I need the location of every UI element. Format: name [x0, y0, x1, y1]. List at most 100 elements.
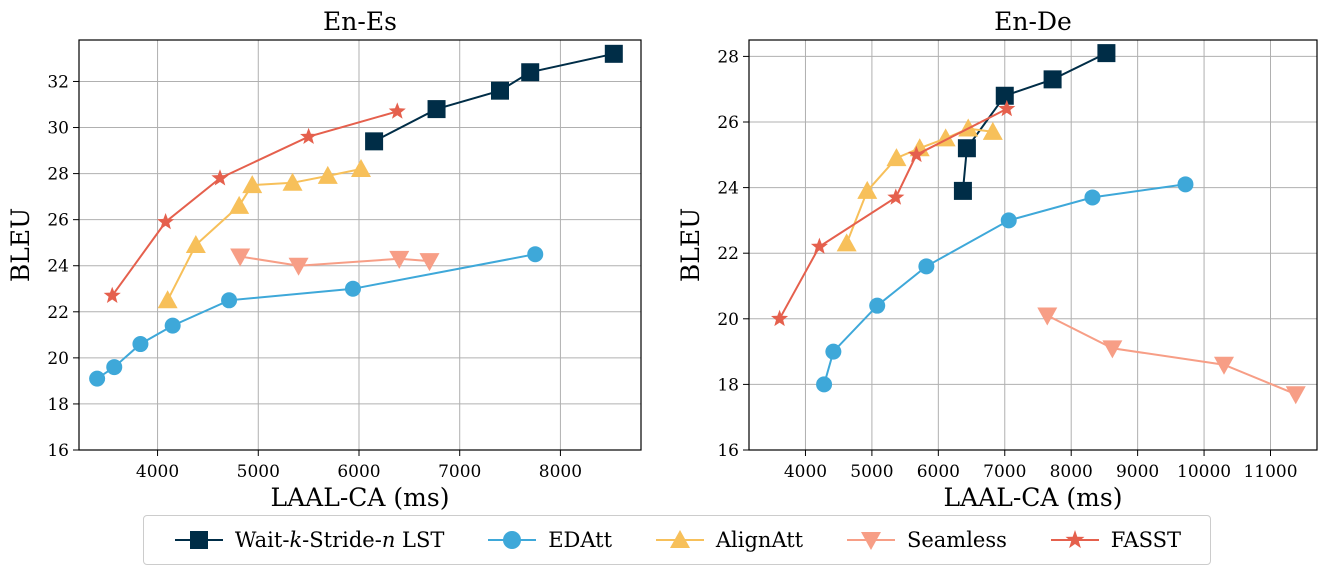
x-tick-label: 5000 [237, 462, 280, 482]
data-point-fasst [300, 128, 317, 144]
legend-marker-square-icon [173, 528, 225, 552]
y-tick-label: 22 [47, 303, 69, 323]
y-tick-label: 30 [47, 119, 69, 139]
panel-en-de: 4000 5000 6000 7000 8000 9000 10000 11000 16 18 20… [676, 7, 1317, 512]
y-tick-label: 26 [47, 211, 69, 231]
data-point-edatt [816, 376, 832, 392]
data-point-wait-k-stride-n-lst [954, 182, 972, 200]
x-tick-label: 4000 [136, 462, 179, 482]
data-point-seamless [1214, 357, 1234, 375]
y-tick-label: 28 [717, 47, 739, 67]
data-point-edatt [345, 281, 361, 297]
data-point-seamless [419, 253, 439, 271]
data-point-alignatt [158, 290, 178, 308]
data-point-wait-k-stride-n-lst [428, 100, 446, 118]
data-point-edatt [132, 336, 148, 352]
y-tick-label: 20 [717, 310, 739, 330]
data-point-wait-k-stride-n-lst [605, 45, 623, 63]
x-tick-label: 6000 [917, 462, 960, 482]
data-point-seamless [289, 258, 309, 276]
x-tick-label: 4000 [784, 462, 827, 482]
data-point-fasst [771, 310, 788, 326]
data-point-wait-k-stride-n-lst [365, 132, 383, 150]
x-tick-label: 7000 [983, 462, 1026, 482]
legend-item-fasst: FASST [1049, 528, 1181, 552]
y-tick-label: 24 [717, 179, 739, 199]
x-tick-label: 10000 [1177, 462, 1231, 482]
series-alignatt [837, 119, 1003, 252]
legend-label-alignatt: AlignAtt [716, 528, 803, 552]
y-axis-label: BLEU [676, 208, 705, 282]
x-tick-label: 11000 [1243, 462, 1297, 482]
y-tick-label: 20 [47, 349, 69, 369]
x-tick-label: 9000 [1116, 462, 1159, 482]
legend-item-alignatt: AlignAtt [654, 528, 803, 552]
data-point-edatt [1001, 212, 1017, 228]
legend-marker-triangle-down-icon [845, 528, 897, 552]
data-point-fasst [157, 213, 174, 229]
series-line-edatt [97, 254, 535, 378]
legend-item-edatt: EDAtt [486, 528, 612, 552]
series-line-alignatt [168, 169, 361, 300]
series-alignatt [158, 159, 371, 308]
x-axis-label: LAAL-CA (ms) [271, 483, 450, 512]
data-point-wait-k-stride-n-lst [996, 87, 1014, 105]
series-wait-k-stride-n-lst [365, 45, 623, 151]
plot-frame [79, 40, 641, 450]
legend-marker-triangle-up-icon [654, 528, 706, 552]
series-seamless [1037, 308, 1305, 405]
y-tick-label: 26 [717, 113, 739, 133]
data-point-wait-k-stride-n-lst [1044, 70, 1062, 88]
x-tick-label: 7000 [438, 462, 481, 482]
data-point-seamless [1286, 386, 1306, 404]
legend-label-fasst: FASST [1111, 528, 1181, 552]
y-axis-label: BLEU [6, 208, 35, 282]
legend-label-edatt: EDAtt [548, 528, 612, 552]
data-point-edatt [106, 359, 122, 375]
legend-item-seamless: Seamless [845, 528, 1007, 552]
series-line-seamless [1047, 316, 1295, 395]
y-tick-label: 16 [717, 441, 739, 461]
y-tick-label: 32 [47, 72, 69, 92]
chart-figure: 4000 5000 6000 7000 8000 16 18 20 22 24 26 28 30 32 En… [0, 0, 1328, 515]
data-point-wait-k-stride-n-lst [958, 139, 976, 157]
y-tick-label: 18 [717, 375, 739, 395]
data-point-edatt [1177, 176, 1193, 192]
series-fasst [104, 102, 406, 303]
panel-en-es: 4000 5000 6000 7000 8000 16 18 20 22 24 26 28 30 32 En… [6, 7, 641, 512]
data-point-edatt [221, 292, 237, 308]
data-point-alignatt [229, 196, 249, 214]
legend-marker-star-icon [1049, 528, 1101, 552]
y-tick-label: 28 [47, 165, 69, 185]
data-point-edatt [825, 344, 841, 360]
data-point-wait-k-stride-n-lst [521, 63, 539, 81]
legend: Wait-k-Stride-n LST EDAtt AlignAtt Seaml… [143, 515, 1211, 565]
data-point-edatt [89, 371, 105, 387]
data-point-edatt [1084, 189, 1100, 205]
y-tick-label: 18 [47, 395, 69, 415]
data-point-edatt [527, 246, 543, 262]
series-line-fasst [112, 111, 397, 295]
data-point-alignatt [351, 159, 371, 177]
data-point-wait-k-stride-n-lst [1097, 44, 1115, 62]
chart-title: En-Es [323, 7, 397, 36]
data-point-alignatt [886, 148, 906, 166]
y-tick-label: 16 [47, 441, 69, 461]
legend-marker-circle-icon [486, 528, 538, 552]
chart-title: En-De [994, 7, 1072, 36]
data-point-wait-k-stride-n-lst [491, 82, 509, 100]
series-seamless [230, 249, 439, 276]
y-tick-label: 22 [717, 244, 739, 264]
legend-label-wait-k: Wait-k-Stride-n LST [235, 528, 444, 552]
x-tick-label: 8000 [539, 462, 582, 482]
x-tick-label: 6000 [337, 462, 380, 482]
plot-frame [749, 40, 1317, 450]
y-tick-label: 24 [47, 257, 69, 277]
x-tick-label: 5000 [850, 462, 893, 482]
data-point-fasst [811, 238, 828, 254]
legend-label-seamless: Seamless [907, 528, 1007, 552]
data-point-fasst [389, 102, 406, 118]
data-point-edatt [918, 258, 934, 274]
legend-item-wait-k: Wait-k-Stride-n LST [173, 528, 444, 552]
